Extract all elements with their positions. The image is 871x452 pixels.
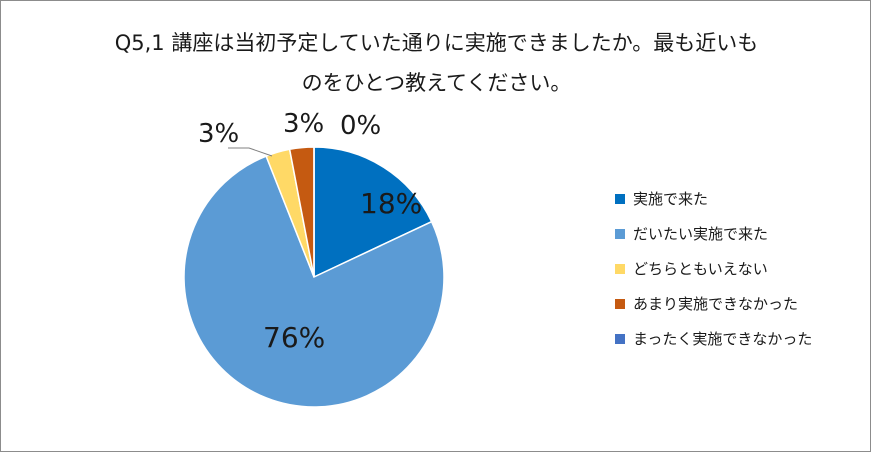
legend-label-1: だいたい実施で来た [633,225,769,243]
data-label-1: 76% [263,321,325,354]
legend-swatch-1 [615,228,625,239]
legend-label-2: どちらともいえない [633,260,768,278]
data-label-4: 0% [340,111,381,141]
legend-label-3: あまり実施できなかった [633,295,799,313]
legend-label-4: まったく実施できなかった [633,330,813,348]
data-label-2: 3% [198,119,239,149]
chart-title-line-2: のをひとつ教えてください。 [301,71,572,95]
data-labels: 18% 76% 3% 3% 0% [198,109,422,354]
legend-swatch-2 [615,263,625,274]
pie-slice-1 [183,155,445,408]
leader-line-2 [228,147,273,157]
legend-item-4: まったく実施できなかった [615,321,812,356]
legend-item-0: 実施で来た [615,181,812,216]
pie-slice-0 [313,146,433,279]
legend-label-0: 実施で来た [633,190,709,208]
legend: 実施で来た だいたい実施で来た どちらともいえない あまり実施できなかった まっ… [615,181,812,356]
legend-item-3: あまり実施できなかった [615,286,812,321]
legend-swatch-4 [615,333,625,344]
legend-item-1: だいたい実施で来た [615,216,812,251]
chart-title: Q5,1 講座は当初予定していた通りに実施できましたか。最も近いも のをひとつ教… [61,23,812,103]
legend-swatch-0 [615,193,625,204]
pie-slices [183,146,445,408]
legend-item-2: どちらともいえない [615,251,812,286]
legend-swatch-3 [615,298,625,309]
data-label-0: 18% [360,187,422,220]
data-label-3: 3% [283,109,324,139]
leader-lines [228,147,273,157]
chart-title-line-1: Q5,1 講座は当初予定していた通りに実施できましたか。最も近いも [114,31,759,55]
